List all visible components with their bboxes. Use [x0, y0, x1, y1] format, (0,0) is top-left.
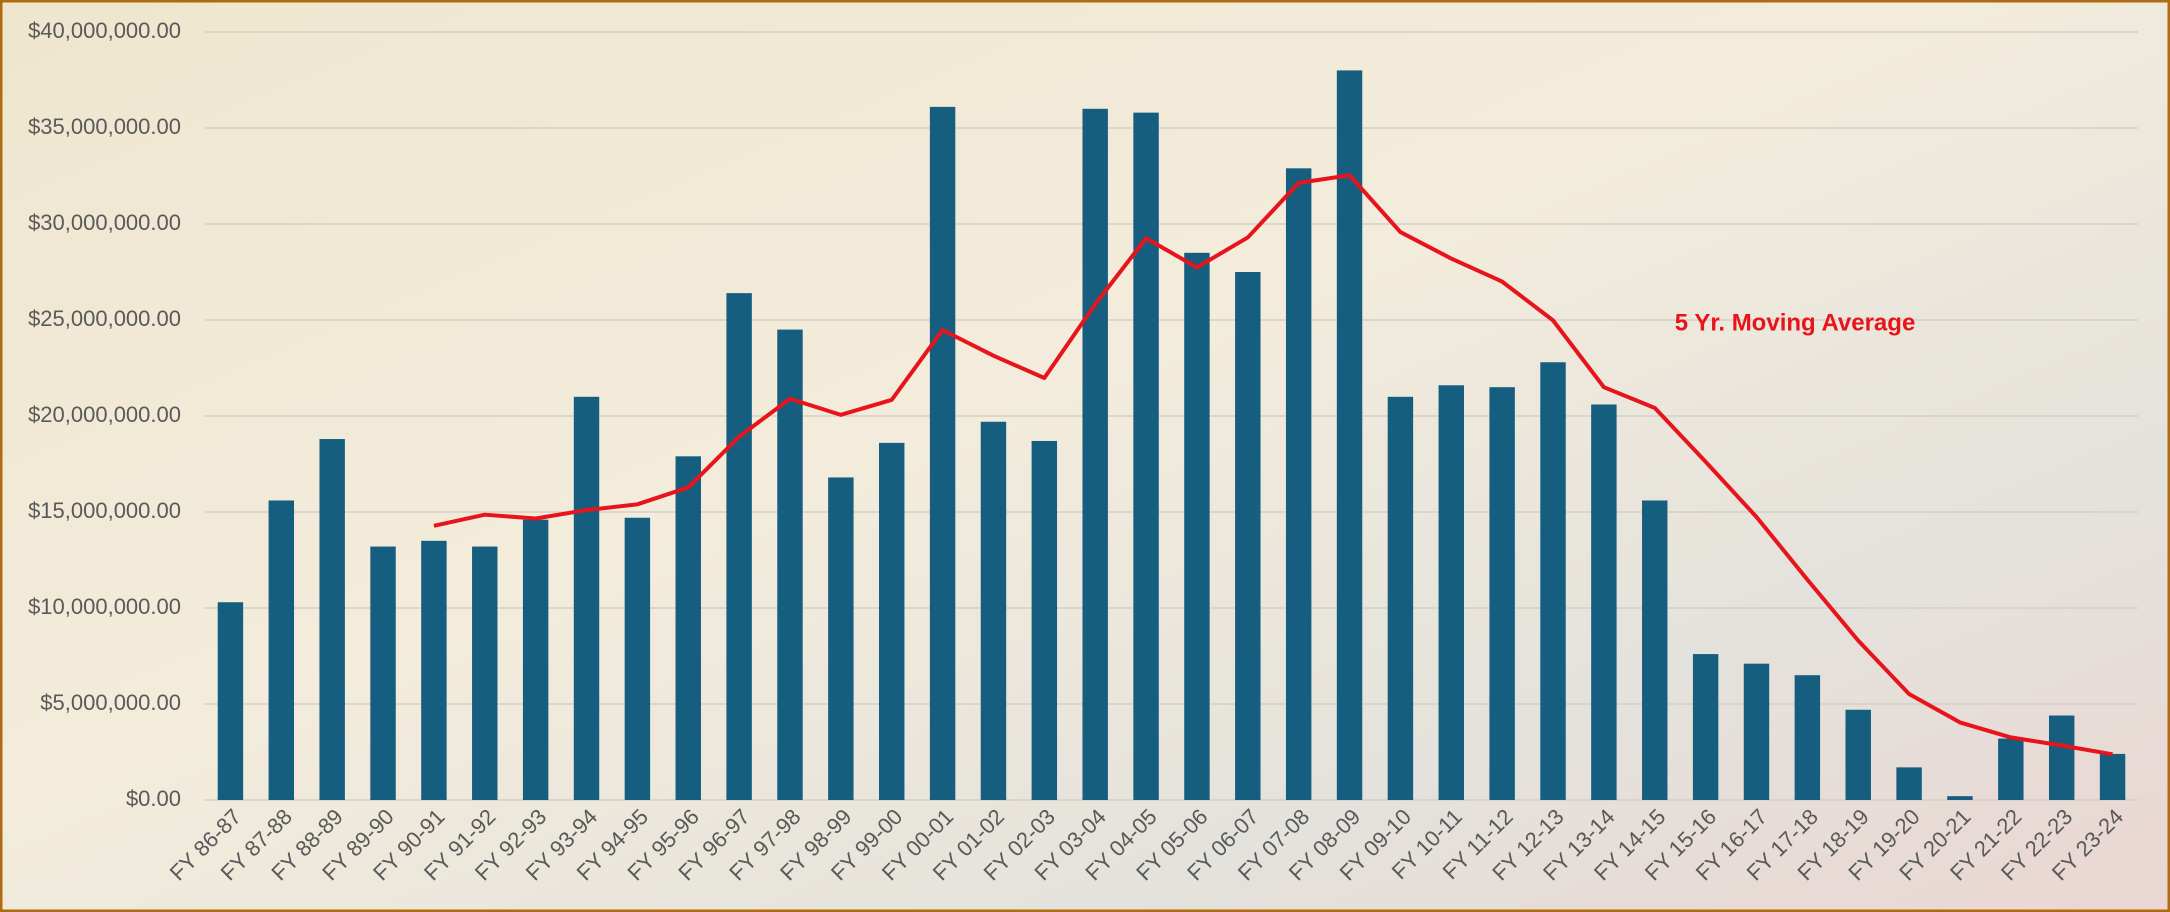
bar: [522, 519, 549, 800]
bar: [726, 293, 752, 800]
bar: [1947, 796, 1973, 800]
y-tick-label: $5,000,000.00: [40, 690, 181, 715]
moving-average-line: [433, 173, 2113, 757]
y-tick-label: $10,000,000.00: [28, 594, 181, 619]
bar: [2048, 715, 2075, 800]
bar: [1642, 500, 1668, 800]
bar: [1896, 767, 1922, 800]
bar: [217, 602, 244, 800]
bar: [1438, 385, 1464, 800]
y-tick-label: $30,000,000.00: [28, 210, 181, 235]
bar: [624, 517, 651, 800]
bar: [319, 439, 345, 800]
annotation: 5 Yr. Moving Average: [1675, 309, 1916, 336]
bar: [1184, 252, 1210, 801]
bar: [268, 500, 295, 800]
bar: [1031, 440, 1058, 800]
bar: [421, 540, 447, 800]
y-tick-label: $0.00: [126, 786, 181, 811]
bar: [1489, 387, 1515, 800]
bar: [828, 477, 854, 800]
bar: [1998, 738, 2024, 800]
bar: [2099, 753, 2126, 800]
bar: [1285, 168, 1312, 800]
bar: [1387, 396, 1414, 800]
y-tick-label: $20,000,000.00: [28, 402, 181, 427]
bar: [929, 106, 956, 800]
y-tick-label: $15,000,000.00: [28, 498, 181, 523]
bar: [1336, 70, 1363, 800]
bar: [1591, 404, 1617, 800]
bar: [1235, 272, 1261, 800]
bar: [1794, 675, 1821, 800]
bar: [1540, 362, 1566, 800]
bar: [573, 396, 600, 800]
bar: [1692, 654, 1719, 800]
bar: [1743, 663, 1770, 800]
y-tick-label: $40,000,000.00: [28, 18, 181, 43]
bar: [472, 546, 498, 800]
bar: [675, 456, 701, 800]
bar: [777, 329, 803, 800]
bar: [879, 442, 905, 800]
y-tick-label: $25,000,000.00: [28, 306, 181, 331]
bar: [1845, 709, 1871, 800]
bar: [980, 421, 1007, 800]
bar: [1082, 108, 1108, 801]
y-tick-label: $35,000,000.00: [28, 114, 181, 139]
bar: [1133, 112, 1159, 800]
bar: [370, 546, 396, 800]
